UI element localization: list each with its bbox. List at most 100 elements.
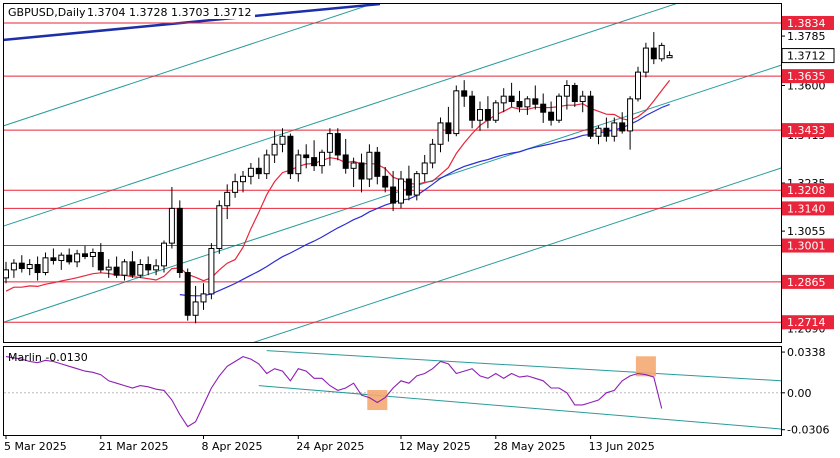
candle xyxy=(176,200,183,278)
candle-body-bear xyxy=(390,186,397,204)
candle xyxy=(516,90,523,113)
candle xyxy=(556,93,562,123)
candle xyxy=(232,173,239,198)
candle xyxy=(658,42,665,62)
candle xyxy=(97,243,104,273)
candle xyxy=(619,112,626,134)
candle-body-bull xyxy=(563,84,570,97)
candle-body-bull xyxy=(89,251,96,257)
candle-body-bear xyxy=(342,154,349,169)
candle-body-bull xyxy=(524,98,531,108)
candle-body-bull xyxy=(429,143,436,164)
price-axis-tick-label: 1.3785 xyxy=(787,30,826,43)
candle xyxy=(121,259,128,281)
candle xyxy=(129,251,136,278)
candle xyxy=(548,101,555,126)
candle-body-bull xyxy=(224,191,231,207)
candle xyxy=(540,93,547,123)
candle xyxy=(287,133,294,180)
level-label-1.3001: 1.3001 xyxy=(787,240,826,253)
candle xyxy=(34,256,41,281)
candle-body-bull xyxy=(4,269,9,279)
candle-body-bear xyxy=(532,98,539,105)
price-pane-frame xyxy=(3,3,782,343)
oscillator-upper-trendline xyxy=(266,350,781,382)
level-label-box xyxy=(782,69,834,84)
candle-body-bear xyxy=(508,95,515,103)
level-label-box xyxy=(782,15,834,30)
candle-body-bull xyxy=(453,90,460,135)
candle xyxy=(82,245,88,260)
candle-body-bull xyxy=(161,242,167,267)
oscillator-axis-tick-label: 0.00 xyxy=(787,387,812,400)
candle xyxy=(508,82,515,107)
candle xyxy=(200,283,207,310)
candle-body-bear xyxy=(469,95,476,121)
candle xyxy=(303,144,310,169)
candle-body-bull xyxy=(10,262,17,271)
candle-body-bear xyxy=(334,133,341,156)
candle xyxy=(311,140,318,171)
candle-body-bull xyxy=(421,162,428,175)
candle xyxy=(247,162,254,185)
oscillator-layer xyxy=(4,350,781,430)
time-axis-tick-label: 5 Mar 2025 xyxy=(4,440,67,453)
candle xyxy=(500,88,507,113)
candle-body-bull xyxy=(500,95,507,104)
candle xyxy=(279,128,286,153)
candle xyxy=(532,85,539,110)
axis-layer: 1.37851.36001.34151.32351.30551.28701.26… xyxy=(4,15,835,453)
candle xyxy=(216,200,223,254)
current-price-box xyxy=(781,48,835,64)
candle-body-bear xyxy=(50,257,57,262)
candle xyxy=(398,170,404,209)
candle xyxy=(492,100,499,123)
candle-body-bull xyxy=(295,154,302,175)
candle-body-bull xyxy=(279,135,286,145)
candle-body-bull xyxy=(492,102,499,121)
candle xyxy=(421,154,428,182)
candle xyxy=(350,157,357,188)
candle xyxy=(571,82,578,107)
candle xyxy=(113,256,120,278)
candle-body-bear xyxy=(540,103,547,113)
candle xyxy=(595,125,602,145)
candle xyxy=(413,170,420,201)
oscillator-pane-frame xyxy=(3,346,782,436)
candle xyxy=(161,240,167,273)
candle-body-bull xyxy=(635,71,641,100)
candle xyxy=(168,187,175,249)
candle xyxy=(390,170,397,212)
candle xyxy=(358,153,365,193)
candle-body-bull xyxy=(247,167,254,177)
ohlc-readout: 1.3704 1.3728 1.3703 1.3712 xyxy=(87,6,251,19)
candle-body-bear xyxy=(129,261,136,276)
oscillator-title: Marlin -0.0130 xyxy=(8,351,88,364)
level-label-box xyxy=(782,201,834,216)
candle-body-bull xyxy=(232,181,239,193)
level-label-box xyxy=(782,238,834,253)
candle xyxy=(145,256,152,276)
candle-body-bull xyxy=(319,151,325,167)
candle xyxy=(642,42,649,78)
candle xyxy=(326,128,333,166)
candle xyxy=(374,146,381,185)
candle xyxy=(263,149,270,180)
candle-body-bull xyxy=(26,264,33,270)
candle-body-bear xyxy=(405,178,412,196)
candle-body-bull xyxy=(642,47,649,73)
candle xyxy=(611,117,618,142)
highlight-box-high xyxy=(635,356,656,377)
candle-body-bull xyxy=(271,143,278,156)
candle xyxy=(453,85,460,137)
candle-body-bull xyxy=(350,162,357,169)
candle xyxy=(319,149,325,174)
candle-body-bear xyxy=(145,264,152,271)
candle xyxy=(208,243,215,300)
current-price-label: 1.3712 xyxy=(787,50,826,63)
candle xyxy=(587,90,594,139)
time-axis-tick-label: 13 Jun 2025 xyxy=(589,440,655,453)
candle-body-bull xyxy=(263,154,270,175)
level-label-box xyxy=(782,183,834,198)
channel-upper-line xyxy=(4,4,677,227)
